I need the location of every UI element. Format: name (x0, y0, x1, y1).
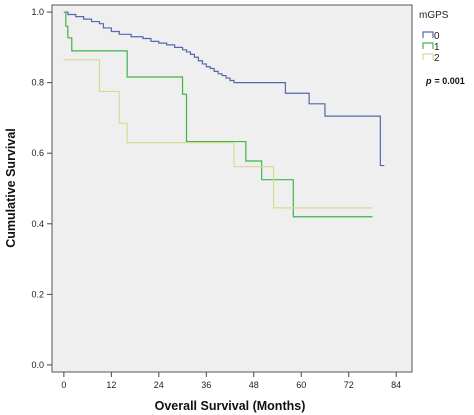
plot-background (51, 4, 413, 373)
y-tick-label: 1.0 (31, 7, 44, 17)
axis-layer: 0 12 24 36 48 60 72 84 0.0 0.2 0.4 0.6 0.8 1.0 (31, 7, 401, 390)
legend-title: mGPS (419, 10, 449, 21)
legend-label-2: 2 (434, 53, 440, 64)
legend-swatch-2 (422, 53, 434, 60)
series-layer (63, 11, 385, 218)
y-tick-label: 0.6 (31, 148, 44, 158)
x-tick-label: 0 (61, 380, 66, 390)
legend-label-1: 1 (434, 42, 440, 53)
x-tick-label: 84 (391, 380, 401, 390)
legend: mGPS 012 (419, 10, 449, 64)
legend-swatch-1 (422, 42, 434, 49)
p-value-text: p = 0.001 (425, 76, 465, 86)
p-value: = 0.001 (435, 76, 465, 86)
x-tick-label: 60 (296, 380, 306, 390)
survival-curve-1 (63, 11, 373, 218)
x-tick-label: 36 (201, 380, 211, 390)
y-tick-label: 0.0 (31, 360, 44, 370)
x-tick-label: 12 (106, 380, 116, 390)
y-tick-label: 0.2 (31, 289, 44, 299)
y-tick-label: 0.8 (31, 78, 44, 88)
x-tick-label: 24 (154, 380, 164, 390)
y-tick-label: 0.4 (31, 219, 44, 229)
y-axis-title: Cumulative Survival (4, 128, 18, 248)
x-tick-label: 48 (249, 380, 259, 390)
survival-curve-2 (63, 59, 373, 209)
survival-curve-0 (63, 11, 385, 167)
x-tick-label: 72 (344, 380, 354, 390)
p-label: p (425, 76, 432, 86)
p-value-annotation: p = 0.001 (425, 76, 465, 86)
legend-label-0: 0 (434, 31, 440, 42)
legend-swatch-0 (422, 31, 434, 38)
x-axis-title: Overall Survival (Months) (155, 399, 306, 413)
